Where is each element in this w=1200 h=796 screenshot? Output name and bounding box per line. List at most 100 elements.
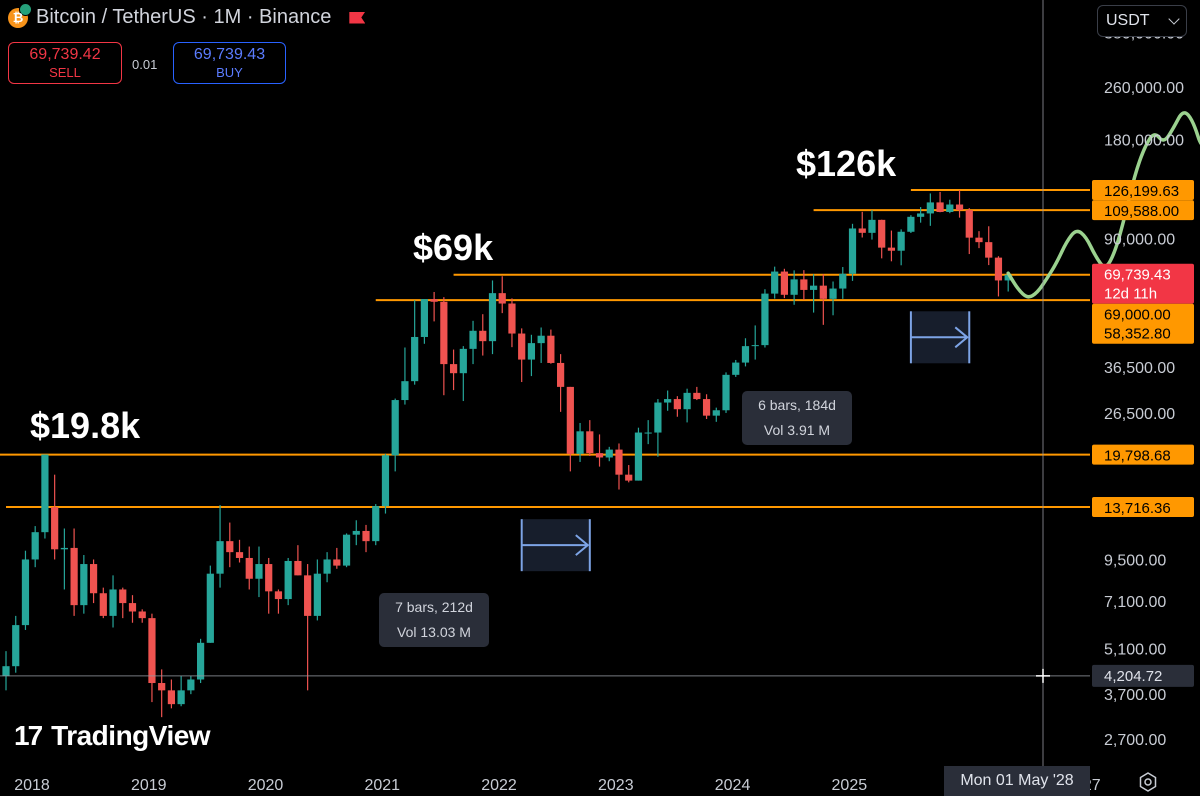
projection-path bbox=[1006, 111, 1200, 299]
buy-button[interactable]: 69,739.43 BUY bbox=[173, 42, 286, 84]
y-tick-label: 2,700.00 bbox=[1104, 732, 1166, 749]
price-tag-109588-text: 109,588.00 bbox=[1104, 203, 1179, 220]
arrow-right-icon bbox=[575, 534, 590, 556]
candle-body bbox=[790, 279, 798, 295]
candle-body bbox=[848, 228, 857, 274]
candle bbox=[878, 219, 886, 259]
candle bbox=[634, 427, 643, 481]
candle-body bbox=[449, 364, 458, 374]
sell-button[interactable]: 69,739.42 SELL bbox=[8, 42, 122, 84]
candle-body bbox=[12, 625, 20, 667]
candle-body bbox=[294, 560, 302, 576]
sell-label: SELL bbox=[49, 65, 81, 80]
candle bbox=[741, 338, 750, 367]
candle-body bbox=[158, 683, 166, 691]
candle bbox=[994, 256, 1003, 297]
crosshair-price-tag-bg bbox=[1092, 664, 1194, 687]
y-tick-label: 5,100.00 bbox=[1104, 641, 1166, 658]
candle bbox=[449, 349, 458, 391]
candle-body bbox=[683, 392, 691, 410]
candle-body bbox=[508, 303, 516, 334]
candle-body bbox=[664, 399, 672, 403]
candle bbox=[907, 215, 915, 233]
candle bbox=[70, 528, 78, 616]
settings-gear-icon[interactable] bbox=[1138, 772, 1158, 792]
candle bbox=[60, 528, 68, 590]
y-tick-label: 7,100.00 bbox=[1104, 594, 1166, 611]
candle-body bbox=[31, 532, 39, 560]
candle bbox=[936, 191, 944, 213]
candle bbox=[128, 595, 137, 623]
measure-info-2: 6 bars, 184d Vol 3.91 M bbox=[742, 391, 852, 445]
candle bbox=[566, 386, 574, 472]
candle-body bbox=[197, 642, 205, 680]
candle-body bbox=[89, 564, 98, 594]
symbol-title[interactable]: Bitcoin / TetherUS · 1M · Binance bbox=[36, 6, 332, 28]
spread-value: 0.01 bbox=[132, 57, 158, 72]
candle-body bbox=[741, 346, 750, 363]
candle-body bbox=[109, 589, 117, 616]
candle bbox=[537, 327, 545, 363]
candle bbox=[323, 552, 331, 583]
candle bbox=[148, 613, 156, 703]
candle-body bbox=[284, 560, 292, 600]
candle bbox=[751, 325, 759, 360]
candle bbox=[985, 226, 993, 266]
x-tick-label: 2022 bbox=[481, 777, 517, 794]
candle-body bbox=[119, 589, 127, 604]
buy-price: 69,739.43 bbox=[193, 46, 266, 63]
candle bbox=[362, 524, 370, 553]
candle-body bbox=[809, 285, 818, 290]
x-tick-label: 2025 bbox=[832, 777, 868, 794]
candle-body bbox=[265, 564, 273, 592]
candle-body bbox=[605, 449, 613, 458]
candle-body bbox=[673, 399, 681, 410]
candle bbox=[800, 270, 808, 301]
candle-body bbox=[381, 455, 390, 507]
candle-body bbox=[800, 279, 808, 290]
bitcoin-icon bbox=[8, 2, 32, 28]
price-tag-109588: 109,588.00 bbox=[1092, 200, 1194, 221]
candle-body bbox=[819, 285, 827, 299]
tradingview-logo[interactable]: 17 TradingView bbox=[14, 720, 211, 752]
candle-body bbox=[51, 507, 59, 550]
candle-body bbox=[352, 530, 360, 535]
candle-body bbox=[858, 228, 866, 233]
candle bbox=[391, 398, 399, 472]
candle bbox=[80, 555, 88, 614]
candle bbox=[780, 268, 788, 299]
price-tag-13716-text: 13,716.36 bbox=[1104, 500, 1171, 517]
currency-select[interactable]: USDT bbox=[1097, 5, 1187, 37]
candle-body bbox=[304, 575, 312, 616]
candle-body bbox=[138, 611, 146, 619]
candle-body bbox=[21, 559, 30, 626]
time-axis: 2018201920202021202220232024202520262027 bbox=[14, 777, 1101, 794]
flag-icon[interactable] bbox=[349, 11, 366, 24]
candle bbox=[586, 420, 594, 457]
candle bbox=[459, 346, 467, 402]
candle-body bbox=[644, 432, 652, 434]
candle bbox=[644, 420, 652, 445]
candle-body bbox=[527, 343, 536, 360]
candle bbox=[518, 328, 526, 383]
price-tag-13716: 13,716.36 bbox=[1092, 497, 1194, 517]
candle-body bbox=[917, 213, 925, 217]
price-tag-current-text: 69,739.43 bbox=[1104, 267, 1171, 284]
candle-body bbox=[479, 330, 487, 342]
candle-body bbox=[761, 293, 769, 346]
candle bbox=[654, 399, 662, 457]
candle bbox=[51, 474, 59, 560]
candle bbox=[333, 547, 341, 569]
price-axis: 380,000.00260,000.00180,000.0090,000.003… bbox=[1092, 26, 1194, 749]
candle-body bbox=[576, 431, 584, 454]
price-tag-19798: 19,798.68 bbox=[1092, 444, 1194, 465]
candle-body bbox=[226, 541, 234, 553]
candle-body bbox=[401, 381, 409, 401]
candle-body bbox=[926, 202, 934, 214]
candle bbox=[576, 422, 584, 462]
candle bbox=[975, 231, 983, 249]
measure-bars-1: 7 bars, 212d bbox=[395, 599, 473, 615]
candle bbox=[848, 223, 857, 281]
y-tick-label: 36,500.00 bbox=[1104, 360, 1175, 377]
